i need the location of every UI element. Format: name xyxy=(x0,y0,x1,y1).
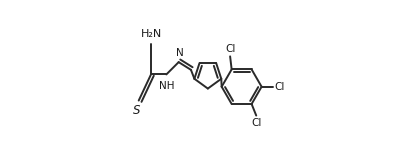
Text: Cl: Cl xyxy=(251,118,262,128)
Text: NH: NH xyxy=(160,81,175,91)
Text: N: N xyxy=(175,48,183,58)
Text: Cl: Cl xyxy=(225,44,235,54)
Text: Cl: Cl xyxy=(274,82,284,92)
Text: H₂N: H₂N xyxy=(140,29,162,39)
Text: S: S xyxy=(133,104,141,117)
